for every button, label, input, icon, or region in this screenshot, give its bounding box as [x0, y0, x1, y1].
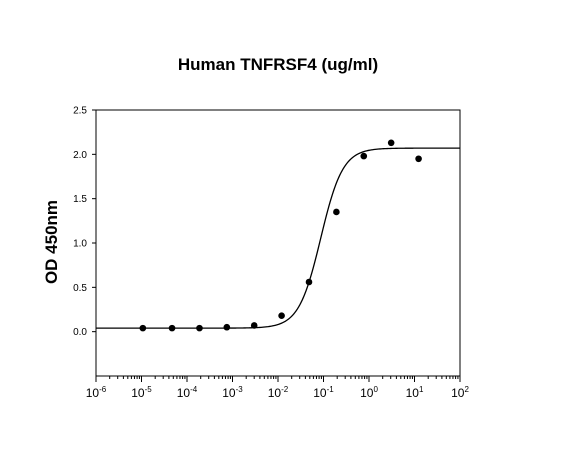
x-tick-label: 101 — [406, 385, 424, 400]
y-tick-label: 0.5 — [73, 283, 87, 294]
fit-curve — [96, 147, 460, 329]
y-tick-label: 1.0 — [73, 239, 87, 250]
data-point — [250, 322, 258, 329]
y-tick-label: 2.5 — [73, 106, 87, 117]
x-tick-label: 100 — [360, 385, 378, 400]
data-points — [139, 139, 422, 332]
chart-title: Human TNFRSF4 (ug/ml) — [178, 55, 378, 74]
data-point — [196, 324, 203, 332]
x-tick-label: 102 — [451, 385, 469, 400]
y-tick-label: 0.0 — [73, 327, 87, 338]
data-point — [387, 139, 395, 147]
data-point — [168, 324, 176, 332]
y-axis: 0.0 0.5 1.0 1.5 2.0 2.5 — [73, 106, 96, 338]
data-point — [305, 278, 313, 286]
x-tick-label: 10-3 — [222, 385, 243, 400]
data-point — [139, 324, 147, 332]
x-tick-label: 10-6 — [86, 385, 107, 400]
data-point — [333, 208, 340, 216]
x-tick-label: 10-5 — [131, 385, 152, 400]
x-tick-label: 10-1 — [313, 385, 334, 400]
x-axis: 10-6 10-5 10-4 10-3 10-2 10-1 100 101 102 — [86, 376, 469, 400]
y-tick-label: 1.5 — [73, 194, 87, 205]
y-tick-label: 2.0 — [73, 150, 87, 161]
plot-frame — [95, 109, 461, 377]
data-point — [415, 155, 422, 163]
x-tick-label: 10-4 — [177, 385, 198, 400]
data-point — [360, 152, 368, 160]
data-point — [223, 323, 231, 331]
y-axis-label: OD 450nm — [42, 200, 61, 284]
data-point — [278, 312, 285, 320]
x-tick-label: 10-2 — [268, 385, 289, 400]
